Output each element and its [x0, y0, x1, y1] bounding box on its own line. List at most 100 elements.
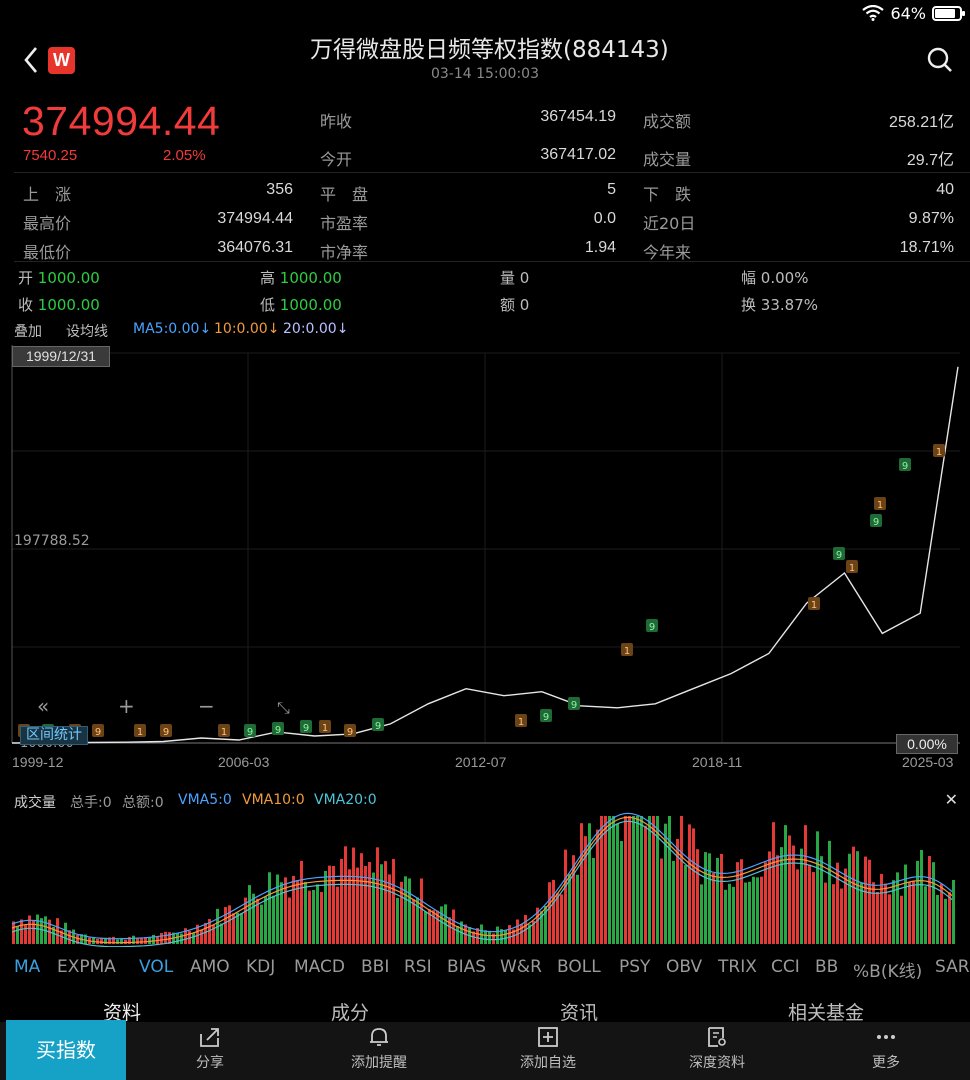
volume-bar — [240, 913, 243, 944]
deep-report-button[interactable]: 深度资料 — [667, 1026, 767, 1072]
add-alert-button[interactable]: 添加提醒 — [329, 1026, 429, 1072]
indicator-tab[interactable]: BOLL — [557, 957, 601, 977]
indicator-tab[interactable]: MA — [14, 957, 41, 977]
zoom-out-icon[interactable]: − — [198, 694, 215, 718]
volume-bar — [396, 897, 399, 944]
indicator-tab[interactable]: SAR — [935, 957, 970, 977]
volume-bar — [436, 910, 439, 944]
volume-bar — [132, 935, 135, 944]
down-count-label: 下 跌 — [643, 185, 692, 204]
volume-bar — [732, 886, 735, 944]
more-label: 更多 — [872, 1055, 900, 1071]
volume-bar — [664, 823, 667, 944]
indicator-tab[interactable]: OBV — [666, 957, 703, 977]
volume-bar — [452, 909, 455, 944]
volume-bar — [936, 894, 939, 944]
price-chart[interactable]: 1919191999199199191919191 — [0, 345, 970, 795]
up-count-value: 356 — [266, 181, 293, 198]
indicator-tab[interactable]: MACD — [294, 957, 345, 977]
turnover-label: 成交额 — [643, 112, 692, 131]
signal-marker-label: 9 — [902, 461, 908, 472]
wifi-icon — [862, 5, 884, 21]
volume-bar — [124, 939, 127, 944]
indicator-tab[interactable]: BBI — [361, 957, 390, 977]
indicator-tab[interactable]: KDJ — [246, 957, 276, 977]
volume-bar — [284, 877, 287, 944]
volume-bar — [704, 852, 707, 944]
tab-constituents[interactable]: 成分 — [331, 1002, 370, 1024]
signal-marker — [833, 547, 845, 560]
volume-bar — [376, 847, 379, 944]
tab-news[interactable]: 资讯 — [560, 1002, 599, 1024]
volume-bar — [28, 915, 31, 944]
update-time: 03-14 15:00:03 — [430, 66, 539, 82]
pe-value: 0.0 — [593, 210, 616, 227]
volume-bar — [416, 897, 419, 944]
scroll-left-icon[interactable]: « — [37, 694, 50, 718]
volume-bar — [780, 847, 783, 944]
volume-bar — [500, 929, 503, 944]
more-button[interactable]: 更多 — [836, 1026, 936, 1072]
indicator-tab[interactable]: RSI — [404, 957, 432, 977]
signal-marker-label: 1 — [877, 500, 883, 511]
range-stat-button[interactable]: 区间统计 — [20, 726, 88, 745]
indicator-tab[interactable]: CCI — [771, 957, 800, 977]
buy-index-button[interactable]: 买指数 — [6, 1020, 126, 1080]
ohlc-amp: 幅 0.00% — [741, 267, 808, 288]
indicator-tab[interactable]: BB — [815, 957, 839, 977]
back-icon[interactable] — [20, 44, 42, 76]
ytd-label: 今年来 — [643, 243, 692, 262]
signal-marker — [870, 514, 882, 527]
volume-bar — [932, 862, 935, 944]
volume-bar — [448, 917, 451, 944]
volume-bar — [336, 886, 339, 944]
ohlc-amt: 额 0 — [500, 294, 529, 315]
volume-bar — [472, 931, 475, 944]
tab-profile[interactable]: 资料 — [103, 1002, 142, 1024]
close-icon[interactable]: ✕ — [944, 790, 958, 809]
indicator-tab[interactable]: W&R — [500, 957, 542, 977]
volume-bar — [372, 872, 375, 944]
volume-bar — [328, 865, 331, 944]
zoom-in-icon[interactable]: + — [118, 694, 135, 718]
volume-label: 成交量 — [643, 150, 692, 169]
signal-marker — [515, 714, 527, 727]
volume-bar — [948, 892, 951, 944]
fullscreen-icon[interactable]: ⤡ — [277, 698, 290, 717]
signal-marker — [933, 444, 945, 457]
volume-bar — [192, 932, 195, 944]
low-value: 364076.31 — [217, 239, 293, 256]
tab-related-funds[interactable]: 相关基金 — [788, 1002, 865, 1024]
volume-bar — [596, 829, 599, 944]
indicator-tab[interactable]: TRIX — [718, 957, 757, 977]
share-button[interactable]: 分享 — [160, 1026, 260, 1072]
indicator-tab[interactable]: AMO — [190, 957, 230, 977]
ma-setting-button[interactable]: 设均线 — [66, 324, 108, 340]
volume-bar — [16, 925, 19, 944]
volume-bar — [408, 878, 411, 944]
search-icon[interactable] — [926, 46, 954, 74]
volume-bar — [92, 937, 95, 944]
signal-marker — [899, 458, 911, 471]
volume-bar — [176, 933, 179, 944]
price-change-pct: 2.05% — [163, 147, 206, 164]
volume-bar — [560, 894, 563, 944]
volume-bar — [584, 836, 587, 944]
indicator-tab[interactable]: EXPMA — [57, 957, 116, 977]
indicator-tab[interactable]: PSY — [619, 957, 651, 977]
ohlc-close: 收 1000.00 — [18, 294, 100, 315]
volume-bar — [628, 816, 631, 944]
volume-bar — [520, 924, 523, 944]
volume-bar — [272, 895, 275, 944]
add-watchlist-button[interactable]: 添加自选 — [498, 1026, 598, 1072]
vma5-value: VMA5:0 — [178, 792, 232, 808]
overlay-button[interactable]: 叠加 — [14, 324, 42, 340]
volume-bar — [252, 893, 255, 944]
volume-bar — [160, 933, 163, 944]
indicator-tab[interactable]: BIAS — [447, 957, 487, 977]
indicator-tab[interactable]: %B(K线) — [853, 962, 923, 982]
volume-chart[interactable] — [0, 812, 970, 947]
indicator-tab[interactable]: VOL — [139, 957, 174, 977]
ohlc-turn-value: 33.87% — [760, 296, 818, 314]
signal-marker — [300, 720, 312, 733]
